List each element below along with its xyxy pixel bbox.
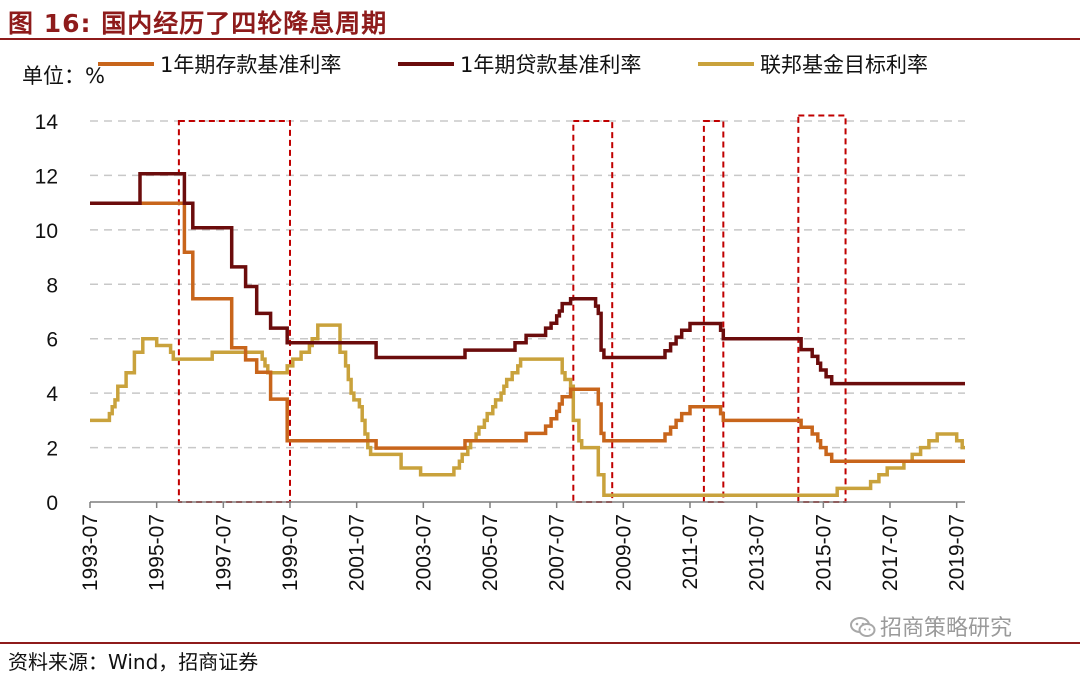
- legend: 1年期存款基准利率 1年期贷款基准利率 联邦基金目标利率: [98, 53, 928, 77]
- grid-lines: [90, 120, 965, 449]
- legend-label-fed: 联邦基金目标利率: [760, 53, 928, 77]
- y-tick-label: 4: [46, 383, 58, 406]
- x-tick-label: 1999-07: [279, 514, 302, 591]
- series-line-deposit: [90, 201, 965, 463]
- y-tick-label: 14: [35, 111, 59, 134]
- legend-label-deposit: 1年期存款基准利率: [160, 53, 341, 77]
- legend-label-loan: 1年期贷款基准利率: [460, 53, 641, 77]
- y-tick-label: 8: [46, 274, 58, 297]
- easing-cycle-boxes: [177, 114, 847, 504]
- easing-cycle-box: [177, 120, 291, 503]
- y-tick-label: 0: [46, 492, 58, 515]
- axes: 0 2 4 6 8 10 12 14 1993-07 1995-07 1997-07 1999-07 2…: [35, 111, 969, 591]
- watermark-text: 招商策略研究: [880, 616, 1013, 641]
- easing-cycle-box: [797, 114, 847, 504]
- easing-cycle-box: [572, 120, 614, 503]
- source-note: 资料来源：Wind，招商证券: [8, 650, 259, 674]
- x-tick-label: 2003-07: [412, 514, 435, 591]
- source-rule: [0, 642, 1080, 644]
- y-tick-label: 6: [46, 329, 58, 352]
- x-tick-label: 1993-07: [79, 514, 102, 591]
- x-tick-label: 2007-07: [546, 514, 569, 591]
- x-tick-label: 2013-07: [746, 514, 769, 591]
- wechat-icon: [850, 616, 876, 638]
- watermark: 招商策略研究: [850, 610, 1012, 642]
- x-tick-label: 2019-07: [946, 514, 969, 591]
- figure-title: 图 16: 国内经历了四轮降息周期: [8, 9, 388, 38]
- x-tick-label: 2017-07: [879, 514, 902, 591]
- x-tick-label: 2001-07: [346, 514, 369, 591]
- unit-label: 单位：%: [22, 64, 105, 88]
- series-line-fed: [90, 323, 965, 497]
- easing-cycle-box: [702, 120, 725, 503]
- x-tick-label: 1997-07: [212, 514, 235, 591]
- x-tick-label: 2015-07: [812, 514, 835, 591]
- series-lines: [90, 172, 965, 497]
- y-tick-label: 10: [35, 220, 58, 243]
- y-tick-label: 2: [46, 438, 58, 461]
- x-tick-label: 2005-07: [479, 514, 502, 591]
- rate-chart: 0 2 4 6 8 10 12 14 1993-07 1995-07 1997-07 1999-07 2…: [22, 53, 969, 591]
- x-tick-label: 2009-07: [612, 514, 635, 591]
- x-tick-label: 2011-07: [679, 514, 702, 590]
- series-line-loan: [90, 172, 965, 386]
- title-rule: [0, 38, 1080, 40]
- x-tick-label: 1995-07: [146, 514, 169, 591]
- y-tick-label: 12: [35, 165, 58, 188]
